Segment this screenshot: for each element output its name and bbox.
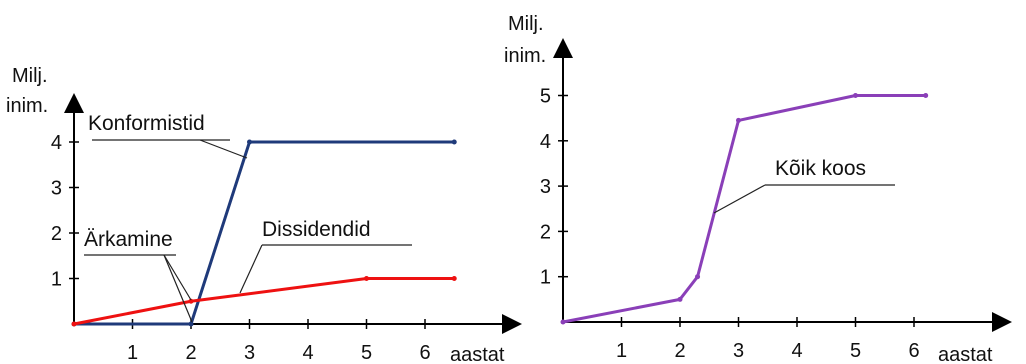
y-tick-label: 2 (51, 223, 62, 245)
data-point (364, 276, 369, 281)
data-point (451, 139, 457, 145)
x-tick-label: 5 (361, 342, 372, 364)
x-tick-label: 3 (244, 342, 255, 364)
y-tick-label: 3 (51, 178, 62, 200)
y-tick-label: 2 (540, 221, 551, 243)
left-x-ticks: 1 2 3 4 5 6 (127, 319, 431, 364)
right-y-label-line2: inim. (504, 45, 546, 67)
arkamine-pointer-b (163, 254, 193, 323)
series-line (74, 140, 455, 326)
konformistid-label: Konformistid (88, 112, 205, 135)
series-line (73, 277, 455, 326)
arkamine-label: Ärkamine (84, 228, 173, 251)
left-y-ticks: 1 2 3 4 (51, 132, 79, 291)
y-tick-label: 5 (540, 86, 551, 108)
right-x-label: aastat (938, 344, 993, 364)
data-point (695, 274, 701, 280)
left-y-label-line2: inim. (6, 95, 48, 117)
left-y-label-line1: Milj. (12, 65, 48, 87)
y-tick-label: 1 (540, 267, 551, 289)
koik-koos-pointer-line (713, 184, 766, 214)
right-series-group (560, 93, 929, 325)
data-point (188, 298, 194, 304)
left-chart: Milj. inim. aastat 1 2 3 4 5 6 1 2 3 4 Konformis… (6, 65, 522, 364)
x-tick-label: 1 (127, 342, 138, 364)
data-point (188, 321, 194, 327)
x-tick-label: 6 (908, 340, 919, 362)
konformistid-pointer-line (199, 139, 248, 159)
data-point (853, 93, 858, 98)
data-point (560, 319, 566, 325)
data-point (247, 139, 252, 145)
x-tick-label: 5 (850, 340, 861, 362)
x-tick-label: 4 (791, 340, 802, 362)
data-point (736, 117, 741, 123)
y-tick-label: 4 (51, 132, 62, 154)
right-y-ticks: 1 2 3 4 5 (540, 86, 568, 289)
data-point (677, 296, 683, 302)
data-point (923, 93, 929, 98)
dissidendid-label: Dissidendid (262, 218, 371, 241)
x-tick-label: 3 (733, 340, 744, 362)
koik-koos-label: Kõik koos (775, 157, 866, 180)
y-tick-label: 3 (540, 176, 551, 198)
right-chart: Milj. inim. aastat 1 2 3 4 5 6 1 2 3 4 5 Kõik koo… (504, 13, 1012, 364)
x-tick-label: 1 (616, 340, 627, 362)
x-tick-label: 2 (674, 340, 685, 362)
right-x-ticks: 1 2 3 4 5 6 (616, 317, 920, 362)
data-point (71, 321, 77, 327)
left-x-label: aastat (450, 344, 505, 364)
y-tick-label: 1 (51, 269, 62, 291)
right-y-label-line1: Milj. (508, 13, 544, 35)
dissidendid-pointer-line (239, 244, 263, 294)
x-tick-label: 4 (302, 342, 313, 364)
x-tick-label: 2 (185, 342, 196, 364)
y-tick-label: 4 (540, 131, 551, 153)
series-line (562, 94, 926, 324)
data-point (451, 276, 457, 281)
left-series-group (71, 139, 457, 327)
x-tick-label: 6 (419, 342, 430, 364)
arkamine-pointer-a (163, 254, 192, 301)
